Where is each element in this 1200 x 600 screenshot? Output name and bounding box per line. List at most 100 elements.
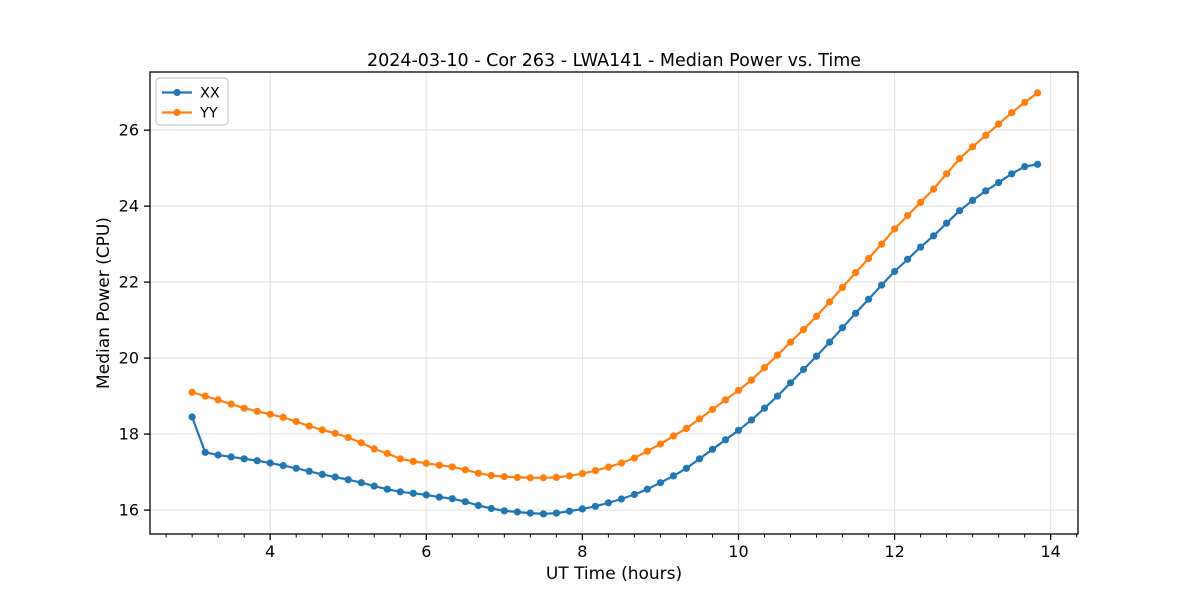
series-XX-marker — [734, 426, 743, 434]
series-XX-marker — [383, 485, 391, 493]
series-YY-line — [191, 91, 1039, 479]
series-YY-marker — [487, 471, 495, 480]
series-YY-marker — [461, 466, 469, 474]
series-YY-marker — [891, 225, 899, 233]
series-XX-marker — [956, 207, 964, 215]
series-YY-marker — [747, 376, 756, 384]
series-YY-marker — [357, 439, 365, 447]
y-tick-label: 18 — [119, 425, 139, 444]
series-XX-marker — [266, 459, 274, 467]
series-XX-marker — [500, 507, 508, 515]
series-XX-marker — [995, 179, 1003, 187]
series-XX-marker — [357, 479, 365, 487]
series-XX-marker — [435, 493, 443, 501]
x-tick-label: 10 — [728, 542, 748, 561]
series-XX-marker — [461, 498, 469, 506]
series-XX-marker — [708, 445, 717, 453]
series-YY-marker — [760, 364, 769, 372]
series-XX-marker — [396, 488, 404, 496]
series-XX-marker — [188, 413, 196, 421]
series-XX-marker — [747, 416, 756, 424]
series-YY-marker — [617, 459, 626, 467]
series-XX-marker — [799, 365, 808, 374]
series-XX-marker — [578, 505, 587, 513]
series-XX-marker — [630, 490, 639, 499]
series-YY-marker — [865, 254, 873, 263]
series-XX-marker — [240, 455, 248, 463]
series-XX-marker — [760, 404, 769, 412]
series-XX-marker — [331, 473, 339, 481]
series-XX-marker — [526, 509, 534, 517]
series-layer — [188, 89, 1042, 518]
series-YY-marker — [1034, 89, 1042, 97]
y-axis-label: Median Power (CPU) — [94, 217, 114, 389]
y-tick-label: 22 — [119, 273, 139, 292]
series-XX-marker — [812, 352, 821, 360]
series-YY-marker — [1008, 109, 1016, 117]
series-YY-marker — [878, 240, 886, 248]
series-YY-marker — [422, 459, 430, 467]
series-YY-marker — [904, 212, 912, 220]
series-YY-marker — [474, 469, 482, 477]
y-tick-label: 24 — [119, 197, 139, 216]
series-YY-marker — [682, 424, 691, 432]
series-YY-marker — [656, 440, 665, 448]
chart-title: 2024-03-10 - Cor 263 - LWA141 - Median P… — [367, 51, 861, 71]
series-XX-marker — [474, 501, 482, 510]
series-XX-marker — [370, 482, 378, 490]
series-XX-marker — [891, 267, 899, 276]
series-XX-marker — [201, 448, 209, 456]
x-tick-label: 12 — [884, 542, 904, 561]
series-YY-marker — [513, 473, 522, 481]
series-YY-marker — [435, 461, 443, 469]
series-YY-marker — [500, 473, 508, 481]
series-XX-marker — [695, 455, 704, 463]
series-YY-marker — [969, 143, 977, 151]
series-YY-marker — [1021, 98, 1029, 106]
series-YY-marker — [995, 120, 1003, 128]
series-YY-marker — [292, 417, 300, 426]
series-XX-marker — [279, 462, 287, 470]
series-XX-marker — [904, 255, 912, 263]
series-YY-marker — [773, 351, 782, 359]
x-tick-label: 6 — [421, 542, 431, 561]
series-XX-marker — [786, 379, 795, 387]
series-XX-marker — [1021, 163, 1029, 171]
series-YY-marker — [409, 457, 417, 465]
series-YY-marker — [826, 298, 834, 306]
series-XX-marker — [539, 510, 548, 518]
series-XX-marker — [656, 479, 665, 487]
series-YY-marker — [526, 474, 534, 482]
series-XX-marker — [969, 196, 977, 204]
series-XX-marker — [422, 491, 430, 499]
series-XX-marker — [318, 470, 326, 478]
series-XX-marker — [643, 485, 652, 493]
series-YY-marker — [201, 392, 209, 400]
series-YY-marker — [695, 415, 704, 423]
series-YY-marker — [943, 170, 951, 178]
series-YY-marker — [669, 432, 678, 440]
series-YY-marker — [227, 400, 235, 408]
series-YY-marker — [214, 396, 222, 404]
x-axis-label: UT Time (hours) — [546, 564, 682, 584]
series-YY-marker — [253, 407, 261, 415]
series-XX-marker — [838, 324, 847, 332]
series-YY-marker — [318, 426, 326, 434]
legend-marker-YY — [173, 108, 181, 117]
series-YY-marker — [344, 433, 352, 442]
series-XX-marker — [1008, 170, 1016, 178]
series-XX-marker — [721, 436, 730, 444]
series-YY-marker — [578, 470, 587, 478]
legend-marker-XX — [173, 88, 181, 97]
x-tick-label: 14 — [1041, 542, 1061, 561]
series-XX-marker — [604, 499, 613, 507]
series-YY-marker — [604, 463, 613, 471]
series-XX-marker — [565, 507, 574, 515]
series-YY-marker — [539, 474, 548, 482]
series-YY-marker — [630, 454, 639, 462]
series-YY-marker — [448, 463, 456, 471]
axes-layer: 4 6 8 10 12 14 16 18 20 22 24 26 — [119, 71, 1079, 561]
series-YY-marker — [643, 447, 652, 455]
series-YY-marker — [956, 155, 964, 163]
